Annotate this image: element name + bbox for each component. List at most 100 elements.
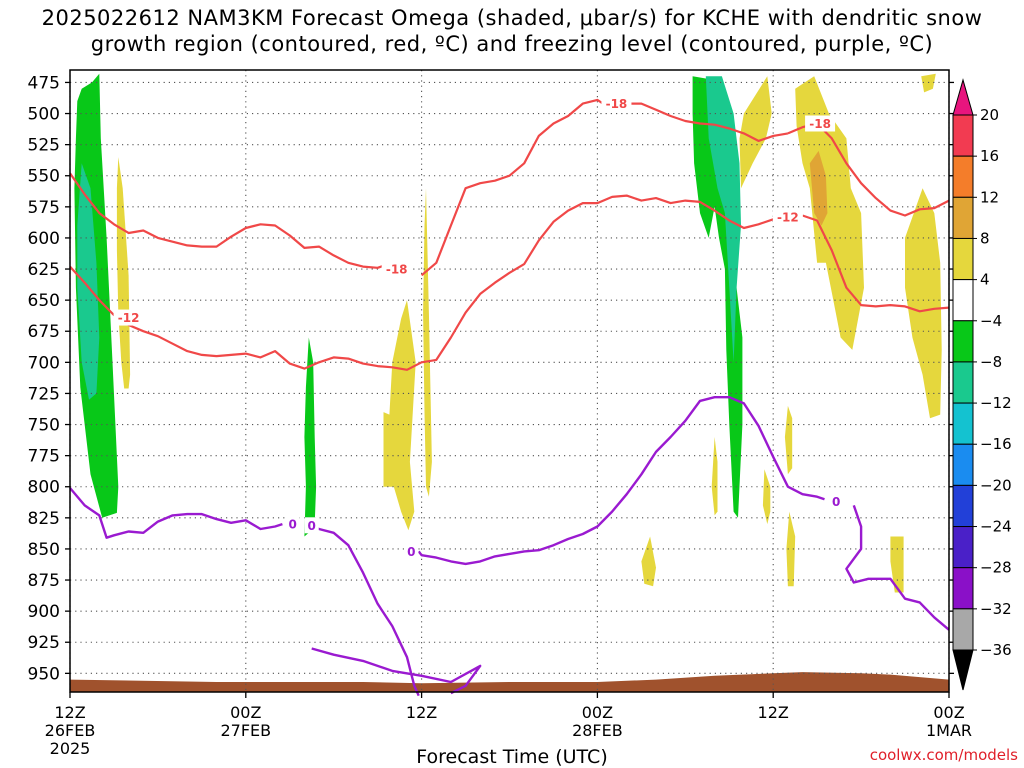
dgz-contour-label: -18 (809, 117, 831, 131)
x-axis-label: Forecast Time (UTC) (416, 746, 608, 768)
y-tick-label: 575 (28, 198, 60, 218)
y-tick-label: 550 (28, 167, 60, 187)
freezing-level-line (311, 647, 482, 695)
colorbar-label: −16 (980, 435, 1012, 453)
y-tick-label: 825 (28, 509, 60, 529)
omega-region-pos4 (784, 405, 793, 475)
credit-text: coolwx.com/models (869, 746, 1018, 764)
dgz-contour-line (69, 172, 393, 269)
dgz-contour-label: -12 (777, 210, 799, 224)
colorbar-segment (952, 361, 974, 404)
freezing-level-label: 0 (832, 495, 840, 509)
x-tick-label: 00Z (230, 703, 261, 722)
x-tick-label: 27FEB (220, 721, 271, 740)
x-tick-label: 12Z (54, 703, 85, 722)
colorbar-bottom-arrow (952, 649, 974, 691)
freezing-level-line (311, 524, 420, 697)
omega-region-pos4 (739, 76, 772, 189)
freezing-level-label: 0 (407, 545, 415, 559)
colorbar-segment (952, 196, 974, 239)
omega-shading (74, 73, 942, 593)
colorbar-label: 8 (980, 229, 990, 247)
freezing-level-line (417, 396, 825, 566)
x-tick-label: 12Z (406, 703, 437, 722)
colorbar-label: −12 (980, 394, 1012, 412)
dgz-contour-line (69, 194, 774, 371)
colorbar-segment (952, 402, 974, 445)
freezing-label-bg (829, 493, 844, 510)
x-tick-label: 00Z (582, 703, 613, 722)
colorbar-segment (952, 608, 974, 651)
y-tick-label: 500 (28, 105, 60, 125)
colorbar-label: 20 (980, 106, 999, 124)
plot-frame (69, 69, 950, 693)
dgz-contour-line (802, 214, 950, 313)
y-tick-label: 725 (28, 384, 60, 404)
omega-region-pos4 (711, 437, 718, 516)
omega-region-pos4 (921, 73, 936, 93)
chart-title-line-2: growth region (contoured, red, ºC) and f… (90, 32, 934, 56)
omega-region-neg4 (304, 337, 317, 537)
omega-region-pos4 (116, 157, 131, 389)
omega-region-pos4 (795, 76, 864, 350)
axes: 475 500 525 550 575 600 625 650 675 700 725 750 775 8… (28, 69, 972, 758)
freezing-level-contours: 0 000 (69, 396, 950, 697)
terrain-area (70, 672, 949, 692)
omega-region-pos4 (786, 511, 796, 587)
chart-title-line-1: 2025022612 NAM3KM Forecast Omega (shaded… (41, 6, 983, 30)
colorbar-segment (952, 320, 974, 363)
y-tick-label: 750 (28, 416, 60, 436)
omega-region-pos4 (905, 188, 942, 419)
y-tick-label: 475 (28, 73, 60, 93)
freezing-label-bg (404, 543, 419, 560)
colorbar-segment (952, 237, 974, 281)
colorbar-label: −4 (980, 312, 1002, 330)
y-tick-label: 875 (28, 571, 60, 591)
dgz-label-bg (805, 115, 836, 132)
y-tick-label: 775 (28, 447, 60, 467)
colorbar-label: −32 (980, 600, 1012, 618)
freezing-label-bg (285, 516, 300, 533)
dgz-contour-label: -18 (606, 97, 628, 111)
freezing-level-label: 0 (308, 519, 316, 533)
terrain-fill (70, 672, 949, 692)
colorbar-segment (952, 114, 974, 157)
colorbar-segment (952, 279, 974, 322)
x-tick-label: 26FEB (45, 721, 96, 740)
omega-region-neg8 (77, 163, 100, 400)
omega-region-pos4 (890, 536, 904, 593)
y-tick-label: 950 (28, 664, 60, 684)
colorbar-label: −28 (980, 559, 1012, 577)
colorbar-label: 4 (980, 271, 990, 289)
dgz-contour-label: -18 (386, 263, 408, 277)
x-tick-label: 00Z (933, 703, 964, 722)
colorbar-segment (952, 484, 974, 528)
omega-region-pos4 (762, 469, 771, 525)
colorbar-segment (952, 155, 974, 198)
colorbar-label: −24 (980, 518, 1012, 536)
omega-region-pos4 (641, 536, 656, 587)
omega-region-pos4 (423, 188, 432, 497)
colorbar: 20 16 12 8 4 −4 −8 −12 −16 −20 −24 −28 −32 −36 (952, 78, 1012, 691)
freezing-level-line (845, 505, 950, 631)
colorbar-segment (952, 567, 974, 610)
omega-region-pos4 (383, 300, 416, 531)
y-tick-label: 800 (28, 478, 60, 498)
y-tick-label: 900 (28, 602, 60, 622)
y-tick-label: 850 (28, 540, 60, 560)
colorbar-label: 12 (980, 188, 999, 206)
dgz-contours: -18 -18 -18 -12 -12 (69, 95, 950, 371)
y-tick-label: 625 (28, 260, 60, 280)
y-tick-label: 700 (28, 353, 60, 373)
colorbar-segment (952, 526, 974, 569)
y-tick-label: 525 (28, 136, 60, 156)
dgz-contour-label: -12 (118, 311, 140, 325)
x-tick-label: 28FEB (572, 721, 623, 740)
colorbar-label: 16 (980, 147, 999, 165)
colorbar-segment (952, 443, 974, 486)
colorbar-label: −8 (980, 353, 1002, 371)
colorbar-label: −36 (980, 641, 1012, 659)
dgz-label-bg (601, 95, 632, 112)
freezing-level-line (69, 487, 283, 539)
